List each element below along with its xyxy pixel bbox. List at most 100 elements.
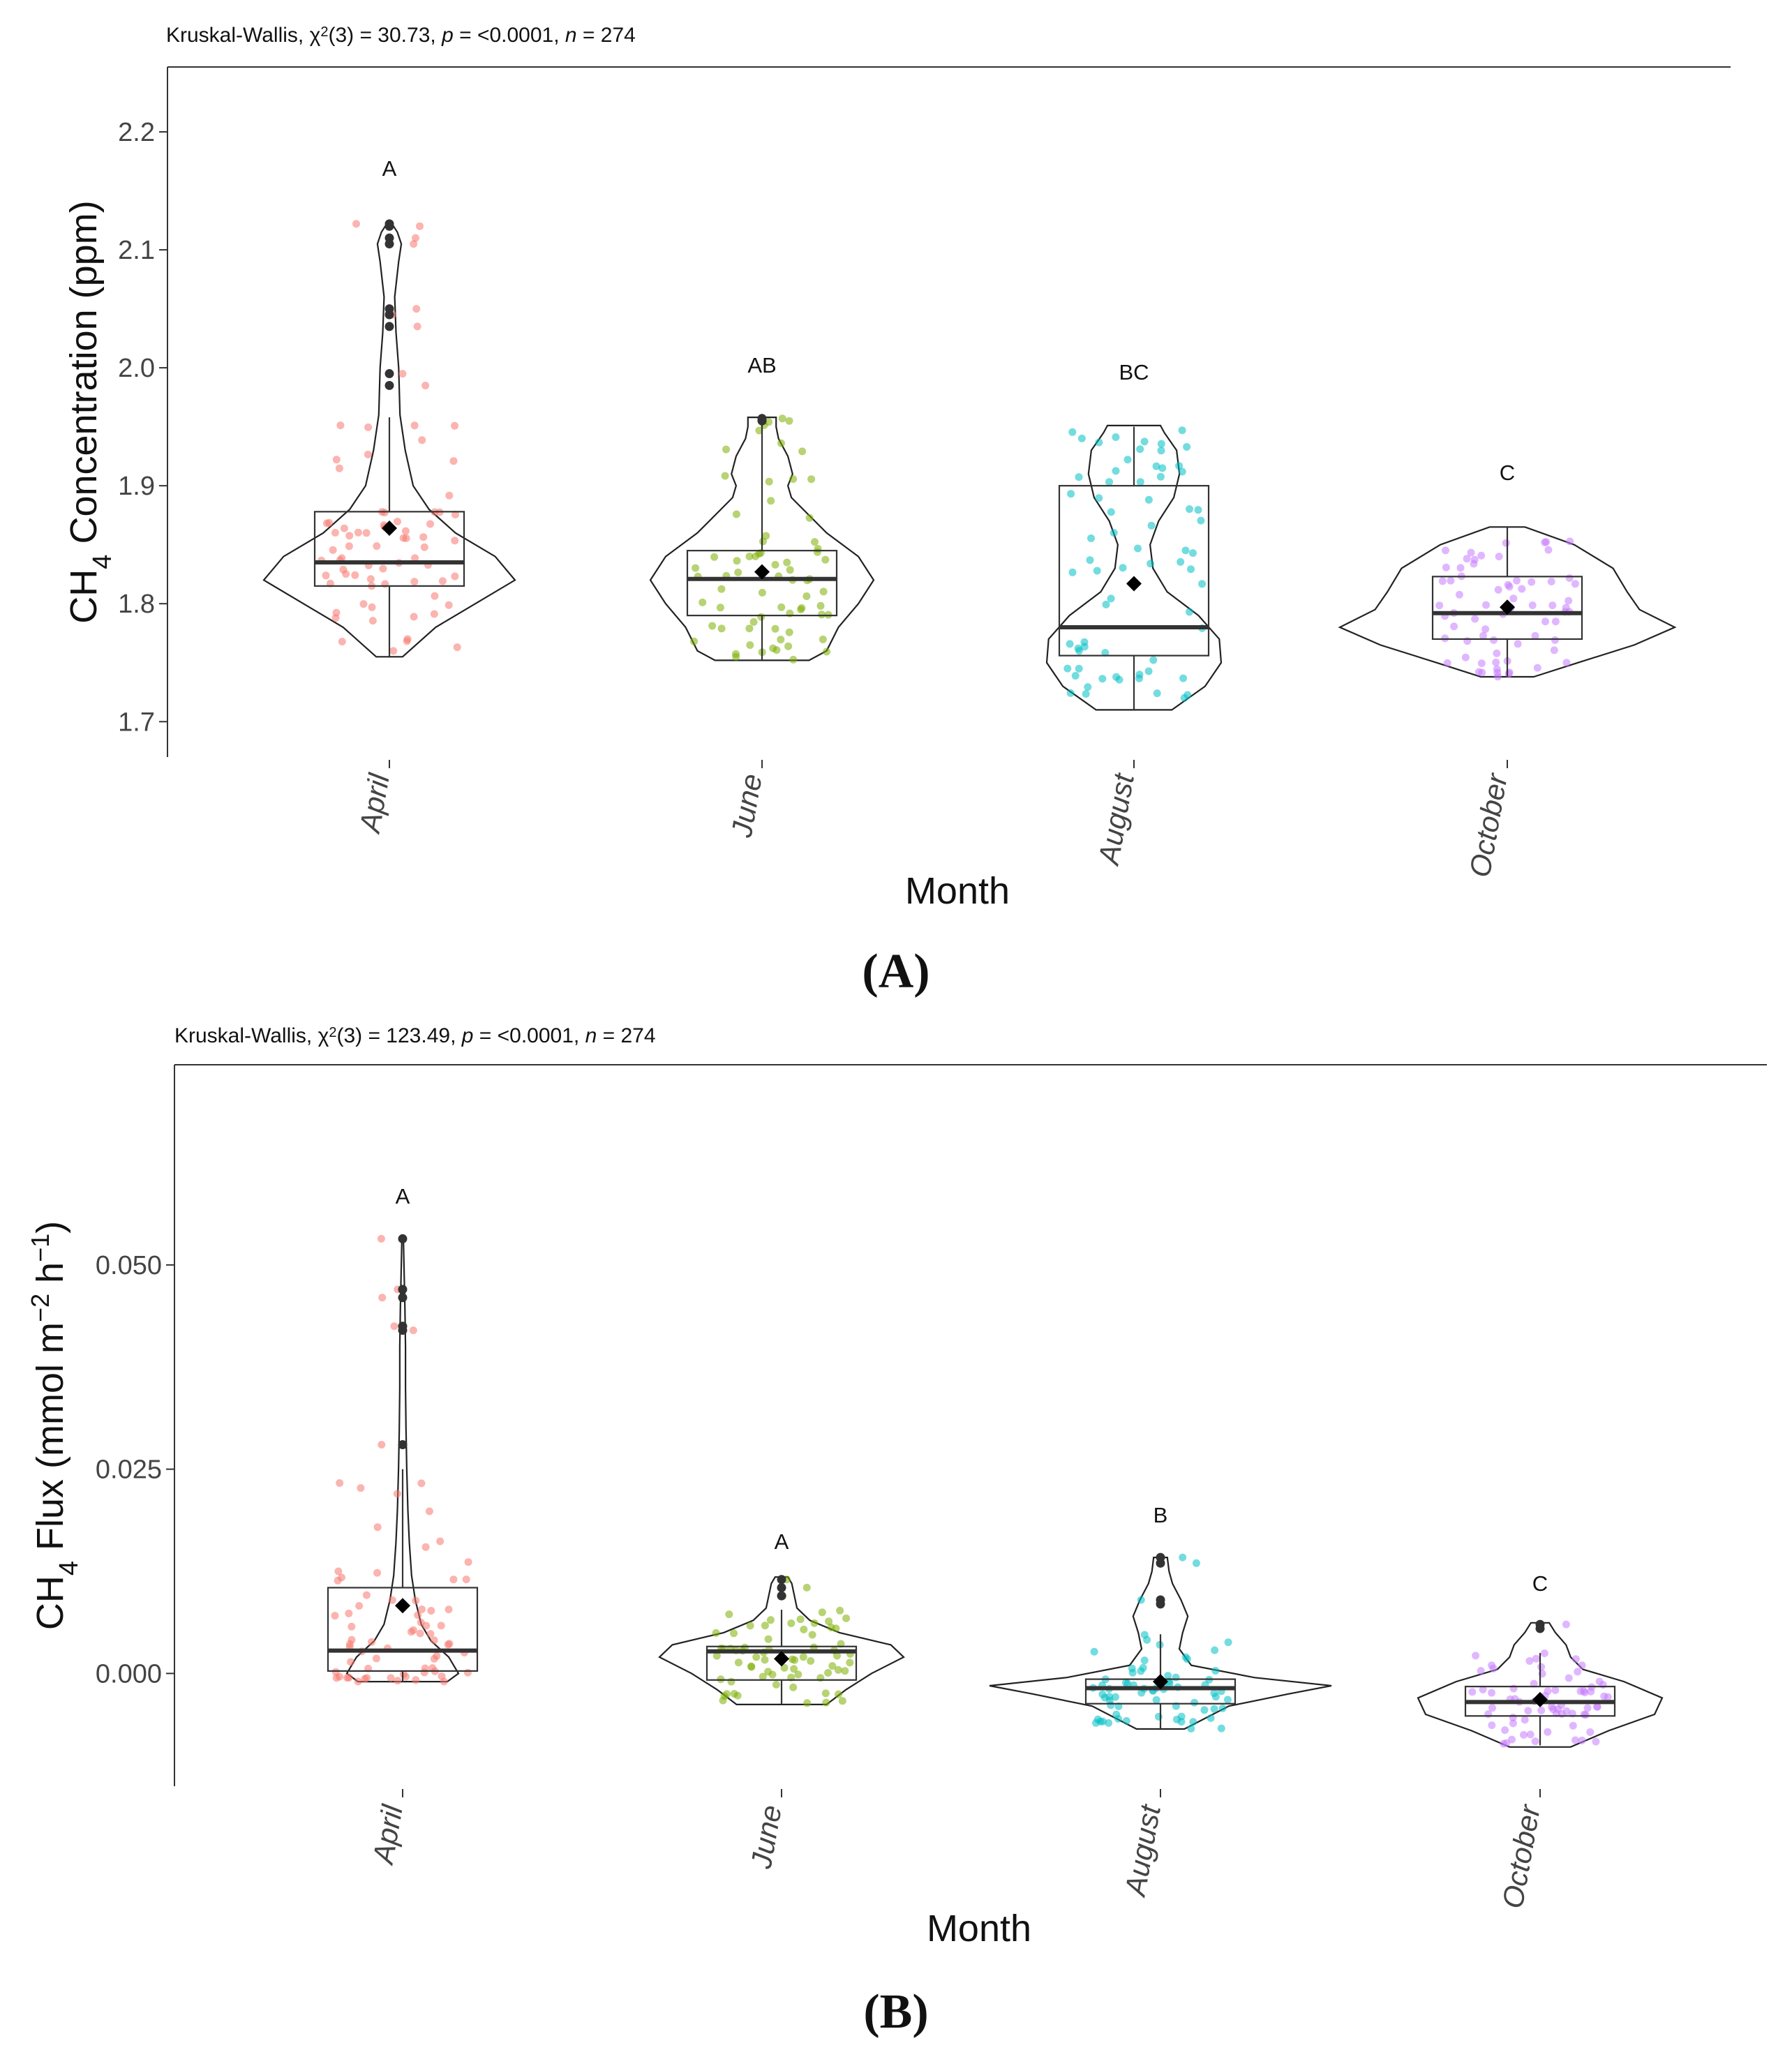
data-point xyxy=(413,322,421,331)
data-point xyxy=(1494,585,1502,594)
data-point xyxy=(734,1659,742,1667)
data-point xyxy=(1549,1705,1558,1714)
data-point xyxy=(445,1605,453,1614)
data-point xyxy=(1571,580,1579,588)
data-point xyxy=(1550,646,1558,654)
data-point xyxy=(777,603,786,611)
data-point xyxy=(1583,1704,1592,1712)
data-point xyxy=(373,1569,381,1577)
significance-letter: A xyxy=(382,156,397,181)
data-point xyxy=(334,1567,343,1575)
data-point xyxy=(1181,1653,1190,1661)
data-point xyxy=(802,592,811,600)
data-point xyxy=(418,1605,426,1613)
data-point xyxy=(722,445,730,454)
data-point xyxy=(379,564,387,573)
data-point xyxy=(407,1628,415,1636)
data-point xyxy=(1493,649,1501,657)
data-point xyxy=(1581,1711,1590,1719)
stat-text-part: (3) = 30.73, xyxy=(328,24,442,47)
data-point xyxy=(1478,668,1486,677)
data-point xyxy=(345,542,353,551)
data-point xyxy=(402,534,410,542)
data-point xyxy=(445,601,453,609)
data-point xyxy=(364,450,372,458)
x-category-label: June xyxy=(745,1802,788,1871)
data-point xyxy=(1082,690,1090,698)
box-iqr xyxy=(327,1587,479,1672)
data-point xyxy=(1571,1736,1579,1744)
data-point xyxy=(1531,631,1539,640)
data-point xyxy=(825,1617,833,1626)
data-point xyxy=(761,1656,769,1664)
data-point xyxy=(1532,1654,1540,1663)
data-point xyxy=(1128,1668,1137,1677)
data-point xyxy=(331,529,339,537)
data-point xyxy=(437,1622,445,1630)
data-point xyxy=(412,1596,420,1605)
data-point xyxy=(786,566,794,574)
data-point xyxy=(1468,1688,1477,1696)
box-iqr xyxy=(1058,485,1210,657)
x-category-label: August xyxy=(1091,770,1140,869)
violin-outline xyxy=(1045,424,1223,711)
data-point xyxy=(802,1583,811,1592)
significance-letter: C xyxy=(1500,461,1515,485)
data-point xyxy=(436,1537,445,1545)
data-point xyxy=(1158,464,1167,472)
data-point xyxy=(746,641,754,649)
stat-text-part: Kruskal-Wallis, xyxy=(166,24,310,47)
mean-marker xyxy=(754,564,770,580)
outlier-point xyxy=(384,322,394,331)
data-point xyxy=(1084,683,1092,691)
data-point xyxy=(343,1674,351,1682)
data-point xyxy=(1544,1687,1552,1696)
stat-text-part: n xyxy=(585,1024,597,1047)
data-point xyxy=(730,1629,738,1638)
y-axis-title-part: Concentration (ppm) xyxy=(63,200,105,554)
data-point xyxy=(1518,585,1526,593)
data-point xyxy=(338,554,346,562)
data-point xyxy=(373,542,381,551)
outlier-point xyxy=(384,369,394,379)
y-axis-title: CH4 Flux (mmol m−2 h−1) xyxy=(26,1221,84,1630)
data-point xyxy=(1147,560,1155,568)
data-point xyxy=(1526,1730,1535,1739)
data-point xyxy=(1562,659,1571,667)
data-point xyxy=(1442,563,1450,571)
data-point xyxy=(780,1663,789,1672)
data-point xyxy=(1077,434,1086,442)
data-point xyxy=(348,1622,356,1631)
outlier-point xyxy=(398,1293,408,1303)
data-point xyxy=(340,524,348,532)
data-point xyxy=(1435,601,1444,610)
data-point xyxy=(412,234,419,242)
y-tick-label: 1.9 xyxy=(118,472,155,501)
data-point xyxy=(430,610,438,618)
stat-text-part: = <0.0001, xyxy=(473,1024,585,1047)
data-point xyxy=(1093,567,1101,575)
data-point xyxy=(1479,631,1487,640)
data-point xyxy=(819,635,827,643)
data-point xyxy=(364,423,373,431)
data-point xyxy=(1211,1667,1220,1675)
data-point xyxy=(719,1696,727,1705)
data-point xyxy=(1548,601,1557,610)
data-point xyxy=(1447,576,1455,585)
data-point xyxy=(1481,625,1490,634)
data-point xyxy=(426,1630,435,1638)
data-point xyxy=(1068,428,1077,436)
data-point xyxy=(410,578,419,586)
data-point xyxy=(834,1665,842,1674)
data-point xyxy=(788,1655,796,1663)
x-axis-title: Month xyxy=(927,1908,1031,1949)
outlier-point xyxy=(1156,1552,1165,1562)
data-point xyxy=(755,426,763,435)
data-point xyxy=(416,222,424,230)
data-point xyxy=(794,1670,802,1679)
data-point xyxy=(1177,1712,1186,1721)
data-point xyxy=(1551,1686,1560,1694)
data-point xyxy=(1541,617,1549,626)
mean-marker xyxy=(382,521,397,537)
data-point xyxy=(1101,649,1110,657)
